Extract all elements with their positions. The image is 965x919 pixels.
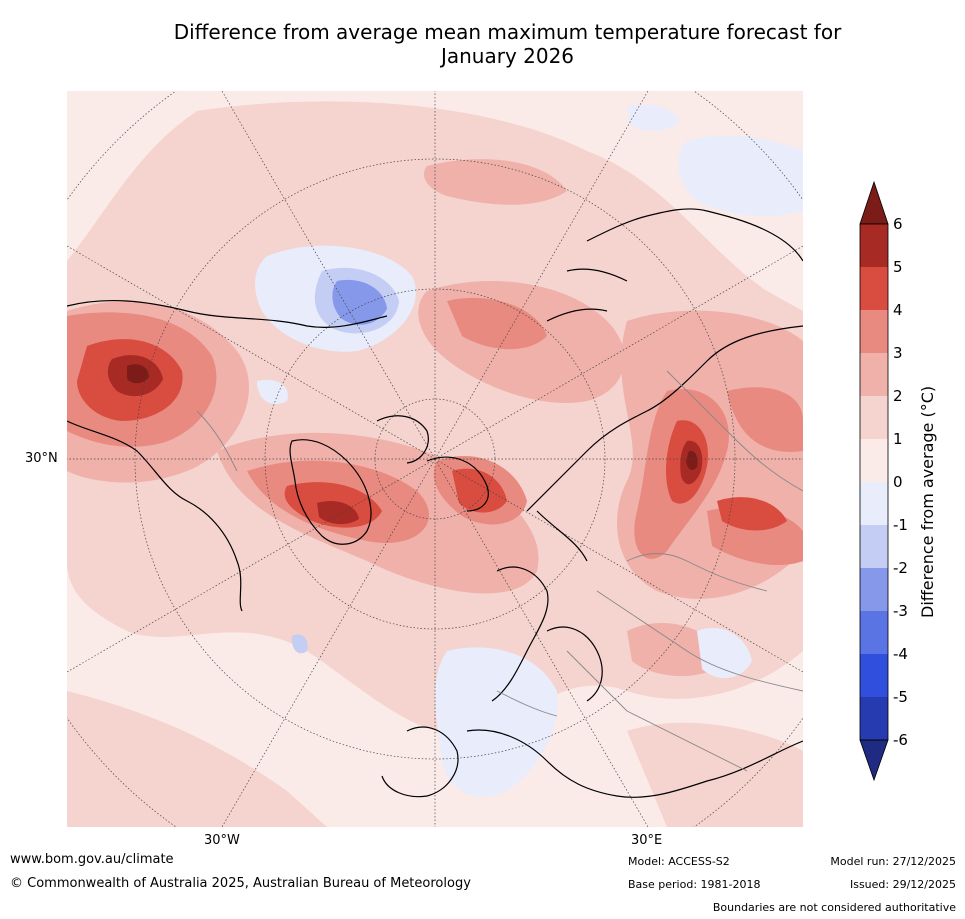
colorbar-tick-label: -4 <box>893 645 908 663</box>
colorbar-tick-label: -5 <box>893 688 908 706</box>
colorbar-bin-below-min <box>859 739 889 782</box>
chart-title: Difference from average mean maximum tem… <box>60 20 955 68</box>
colorbar-label: Difference from average (°C) <box>918 385 937 618</box>
colorbar-tick-label: 5 <box>893 258 903 276</box>
colorbar-bin <box>860 267 888 310</box>
map-svg <box>67 91 803 827</box>
colorbar-tick-label: 1 <box>893 430 903 448</box>
title-line-2: January 2026 <box>440 44 575 68</box>
colorbar-tick-label: 0 <box>893 473 903 491</box>
colorbar-bin <box>860 439 888 482</box>
disclaimer-text: Boundaries are not considered authoritat… <box>712 901 956 914</box>
lon-label-30e: 30°E <box>631 833 663 848</box>
anomaly-band-above-6 <box>127 364 698 470</box>
colorbar-tick-label: -3 <box>893 602 908 620</box>
colorbar-tick-label: -2 <box>893 559 908 577</box>
colorbar-bin <box>860 224 888 267</box>
forecast-map <box>67 91 803 827</box>
colorbar-tick-label: -6 <box>893 731 908 749</box>
title-line-1: Difference from average mean maximum tem… <box>173 20 842 44</box>
colorbar-bin <box>860 310 888 353</box>
lon-label-30w: 30°W <box>204 833 240 848</box>
colorbar-tick-label: 4 <box>893 301 903 319</box>
colorbar-tick-label: 6 <box>893 215 903 233</box>
cool-anomalies <box>255 104 803 797</box>
anomaly-band-1-2 <box>67 101 803 827</box>
coastlines <box>67 208 803 798</box>
model-run-text: Model run: 27/12/2025 <box>830 855 956 868</box>
colorbar <box>859 180 889 782</box>
borders <box>196 370 803 772</box>
lat-label-30n: 30°N <box>25 451 58 466</box>
base-period-text: Base period: 1981-2018 <box>628 878 761 891</box>
colorbar-tick-label: 2 <box>893 387 903 405</box>
graticule <box>67 91 803 827</box>
colorbar-bin <box>860 525 888 568</box>
colorbar-bin <box>860 611 888 654</box>
colorbar-tick-label: 3 <box>893 344 903 362</box>
colorbar-bin <box>860 396 888 439</box>
colorbar-bin <box>860 654 888 697</box>
colorbar-bin <box>860 482 888 525</box>
model-text: Model: ACCESS-S2 <box>628 855 730 868</box>
colorbar-tick-label: -1 <box>893 516 908 534</box>
colorbar-bin-above-max <box>859 180 889 225</box>
colorbar-bin <box>860 353 888 396</box>
colorbar-outline <box>859 223 889 741</box>
copyright-text: © Commonwealth of Australia 2025, Austra… <box>10 876 471 891</box>
colorbar-bin <box>860 568 888 611</box>
issued-text: Issued: 29/12/2025 <box>849 878 956 891</box>
website-link[interactable]: www.bom.gov.au/climate <box>10 852 174 867</box>
colorbar-bin <box>860 697 888 740</box>
